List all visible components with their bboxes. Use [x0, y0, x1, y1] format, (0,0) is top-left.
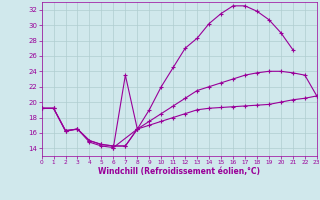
X-axis label: Windchill (Refroidissement éolien,°C): Windchill (Refroidissement éolien,°C) — [98, 167, 260, 176]
